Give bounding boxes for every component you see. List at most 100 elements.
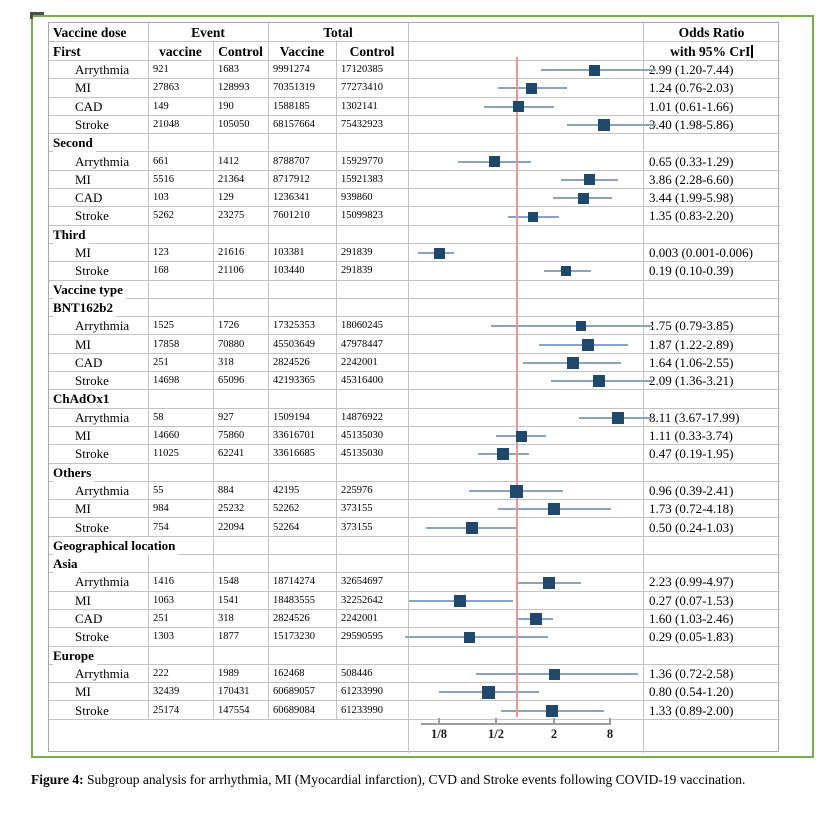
cell-total-vaccine: 9991274 — [273, 64, 310, 75]
column-divider — [213, 42, 214, 720]
forest-row: Stroke 25174 147554 60689084 61233990 1.33 (0… — [49, 702, 780, 720]
cell-odds-ratio: 1.24 (0.76-2.03) — [649, 80, 734, 96]
cell-odds-ratio: 0.96 (0.39-2.41) — [649, 482, 734, 498]
or-point-marker — [488, 156, 500, 168]
cell-total-control: 18060245 — [341, 320, 383, 332]
cell-total-vaccine: 103440 — [273, 265, 305, 277]
forest-row: CAD 149 190 1588185 1302141 1.01 (0.61-1.66) — [49, 98, 780, 116]
cell-event-control: 147554 — [218, 704, 250, 716]
forest-row: Stroke 14698 65096 42193365 45316400 2.09 (1.… — [49, 372, 780, 391]
cell-odds-ratio: 1.73 (0.72-4.18) — [649, 501, 734, 517]
row-label: Arrythmia — [75, 574, 130, 590]
forest-row: MI 27863 128993 70351319 77273410 1.24 (0.76-… — [49, 79, 780, 98]
cell-event-vaccine: 103 — [153, 192, 169, 204]
column-divider — [148, 23, 149, 720]
cell-total-vaccine: 18714274 — [273, 576, 315, 588]
or-point-marker — [433, 247, 445, 259]
cell-event-control: 884 — [218, 484, 234, 496]
section-label: Others — [53, 463, 95, 482]
cell-total-control: 75432923 — [341, 118, 383, 130]
cell-event-vaccine: 123 — [153, 247, 169, 258]
forest-row: Arrythmia 58 927 1509194 14876922 8.11 (3.67-… — [49, 409, 780, 427]
crop-handle-icon — [30, 12, 44, 15]
forest-row: MI 14660 75860 33616701 45135030 1.11 (0.33-3… — [49, 427, 780, 446]
cell-event-vaccine: 14660 — [153, 430, 180, 441]
forest-row: Stroke 1303 1877 15173230 29590595 0.29 (0.05… — [49, 628, 780, 647]
forest-row: Arrythmia 921 1683 9991274 17120385 2.99 (1.2… — [49, 61, 780, 80]
x-axis-tick-label: 8 — [606, 727, 614, 741]
cell-event-vaccine: 661 — [153, 155, 169, 167]
or-point-marker — [567, 356, 579, 369]
forest-row: Arrythmia 1416 1548 18714274 32654697 2.23 (0… — [49, 573, 780, 592]
section-row: BNT162b2 — [49, 298, 780, 318]
forest-row: MI 17858 70880 45503649 47978447 1.87 (1.22-2… — [49, 336, 780, 354]
forest-row: MI 984 25232 52262 373155 1.73 (0.72-4.18) — [49, 500, 780, 519]
section-label-first: First — [53, 44, 81, 59]
or-point-marker — [561, 266, 571, 277]
cell-total-vaccine: 42195 — [273, 484, 300, 496]
column-divider — [408, 23, 409, 753]
col-header-vaccine-dose: Vaccine dose — [53, 25, 127, 40]
cell-total-control: 14876922 — [341, 411, 383, 423]
or-point-marker — [530, 613, 542, 626]
cell-total-vaccine: 2824526 — [273, 613, 310, 624]
or-point-marker — [576, 321, 586, 332]
text-caret — [751, 45, 753, 58]
cell-total-control: 17120385 — [341, 64, 383, 75]
section-label: Europe — [53, 646, 97, 665]
cell-total-vaccine: 33616685 — [273, 448, 315, 460]
cell-total-control: 15921383 — [341, 173, 383, 185]
column-divider — [643, 23, 644, 753]
x-axis-tick-label: 1/8 — [431, 727, 447, 741]
cell-odds-ratio: 0.47 (0.19-1.95) — [649, 446, 734, 462]
cell-event-vaccine: 754 — [153, 521, 169, 533]
or-point-marker — [546, 704, 558, 717]
forest-row: CAD 251 318 2824526 2242001 1.60 (1.03-2.46) — [49, 610, 780, 629]
cell-total-control: 61233990 — [341, 686, 383, 698]
or-point-marker — [577, 192, 589, 204]
cell-total-control: 291839 — [341, 247, 373, 258]
cell-event-vaccine: 1303 — [153, 631, 174, 643]
cell-odds-ratio: 3.40 (1.98-5.86) — [649, 116, 734, 132]
cell-odds-ratio: 1.75 (0.79-3.85) — [649, 318, 734, 334]
cell-total-vaccine: 68157664 — [273, 118, 315, 130]
row-label: MI — [75, 684, 91, 700]
row-label: CAD — [75, 98, 103, 114]
subheader-total-vaccine: Vaccine — [279, 44, 325, 59]
or-point-marker — [512, 101, 524, 113]
col-header-odds-cri[interactable]: with 95% CrI — [643, 42, 780, 61]
cell-total-control: 45316400 — [341, 375, 383, 387]
cell-event-control: 25232 — [218, 503, 245, 515]
ci-line — [405, 636, 548, 639]
cell-total-vaccine: 103381 — [273, 247, 305, 258]
cell-event-vaccine: 55 — [153, 484, 164, 496]
cell-event-vaccine: 17858 — [153, 338, 180, 350]
crop-handle-icon — [30, 12, 33, 19]
cell-total-vaccine: 15173230 — [273, 631, 315, 643]
or-point-marker — [593, 375, 605, 388]
cell-event-control: 105050 — [218, 118, 250, 130]
or-point-marker — [548, 503, 560, 516]
row-label: Stroke — [75, 446, 109, 462]
cell-total-control: 291839 — [341, 265, 373, 277]
cell-total-vaccine: 7601210 — [273, 210, 310, 222]
forest-row: MI 123 21616 103381 291839 0.003 (0.001-0.006… — [49, 244, 780, 263]
x-axis-line — [421, 723, 611, 725]
cell-event-vaccine: 984 — [153, 503, 169, 515]
row-label: CAD — [75, 611, 103, 626]
cell-event-control: 1989 — [218, 667, 239, 679]
cell-event-vaccine: 11025 — [153, 448, 179, 460]
forest-row: MI 32439 170431 60689057 61233990 0.80 (0.54-… — [49, 683, 780, 702]
section-label: Geographical location — [53, 536, 179, 555]
cell-total-vaccine: 52264 — [273, 521, 300, 533]
cell-total-control: 32252642 — [341, 594, 383, 606]
row-label: Stroke — [75, 519, 109, 535]
or-point-marker — [509, 484, 523, 498]
cell-total-vaccine: 70351319 — [273, 82, 315, 94]
section-label: Asia — [53, 555, 81, 574]
row-label: Arrythmia — [75, 62, 130, 77]
cell-event-control: 1683 — [218, 64, 239, 75]
cell-event-vaccine: 149 — [153, 100, 169, 112]
cell-event-control: 21364 — [218, 173, 245, 185]
